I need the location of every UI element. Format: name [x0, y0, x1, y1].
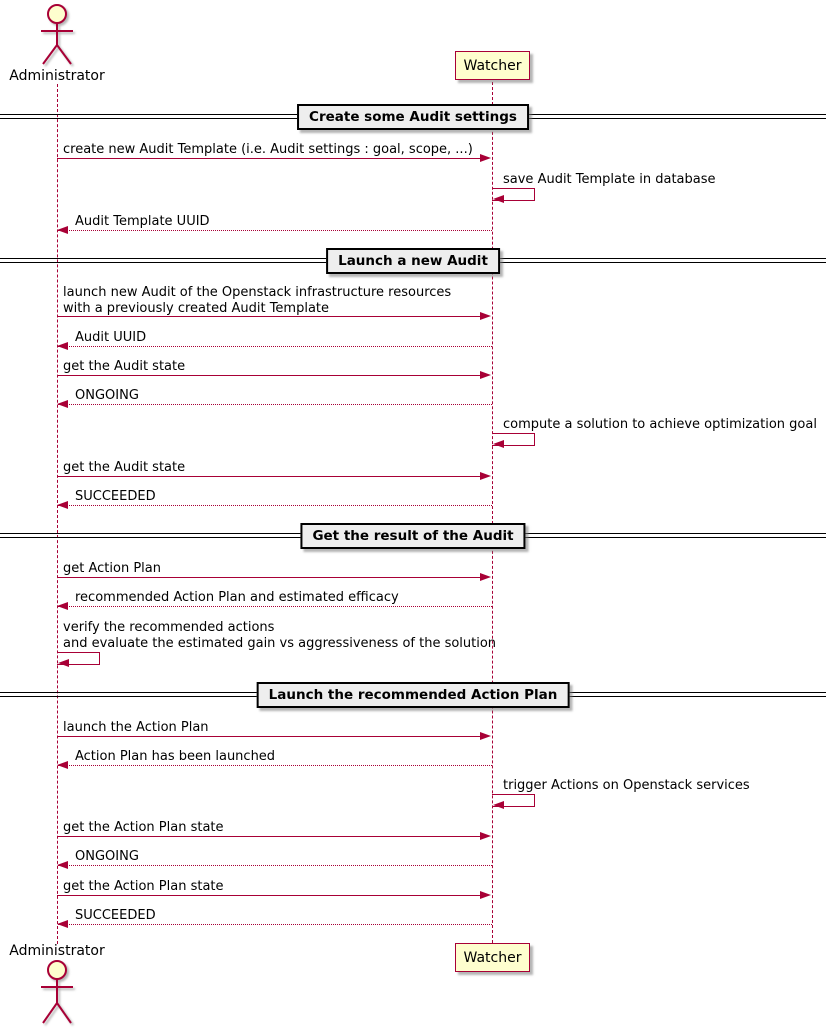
message-line: [57, 375, 482, 376]
self-message-loop: [57, 652, 100, 665]
divider-launch-new-audit: Launch a new Audit: [326, 248, 500, 274]
message-line: [58, 230, 492, 231]
message-label: compute a solution to achieve optimizati…: [503, 417, 817, 432]
participant-watcher-top: Watcher: [455, 51, 530, 80]
message-label: get the Audit state: [63, 359, 186, 374]
administrator-actor-icon: [41, 960, 73, 1024]
message-label: trigger Actions on Openstack services: [503, 778, 750, 793]
message-line: [57, 476, 482, 477]
message-label: get the Action Plan state: [63, 879, 224, 894]
lifeline-watcher: [492, 82, 493, 943]
message-label: Audit Template UUID: [75, 214, 210, 229]
participant-watcher-bottom: Watcher: [455, 943, 530, 972]
message-label: get the Audit state: [63, 460, 186, 475]
message-line: [57, 316, 482, 317]
message-line: [58, 346, 492, 347]
arrowhead-left-icon: [58, 659, 69, 667]
self-message-loop: [492, 188, 535, 201]
message-label: Action Plan has been launched: [75, 749, 276, 764]
arrowhead-left-icon: [57, 920, 68, 928]
divider-create-audit-settings: Create some Audit settings: [297, 104, 529, 130]
message-label: recommended Action Plan and estimated ef…: [75, 590, 399, 605]
self-message-loop: [492, 794, 535, 807]
arrowhead-right-icon: [480, 732, 491, 740]
arrowhead-left-icon: [57, 861, 68, 869]
message-label: create new Audit Template (i.e. Audit se…: [63, 142, 473, 157]
message-line: [57, 577, 482, 578]
message-label: ONGOING: [75, 388, 139, 403]
message-label: Audit UUID: [75, 330, 147, 345]
administrator-label-bottom: Administrator: [9, 943, 105, 959]
message-label: get Action Plan: [63, 561, 161, 576]
arrowhead-left-icon: [493, 440, 504, 448]
arrowhead-left-icon: [493, 195, 504, 203]
arrowhead-left-icon: [57, 400, 68, 408]
administrator-label-top: Administrator: [9, 68, 105, 84]
arrowhead-left-icon: [493, 801, 504, 809]
self-message-loop: [492, 433, 535, 446]
message-label: verify the recommended actions and evalu…: [63, 620, 497, 651]
arrowhead-left-icon: [57, 501, 68, 509]
divider-get-result-of-audit: Get the result of the Audit: [300, 523, 526, 549]
arrowhead-right-icon: [480, 154, 491, 162]
message-line: [58, 924, 492, 925]
arrowhead-left-icon: [57, 761, 68, 769]
message-line: [58, 765, 492, 766]
arrowhead-left-icon: [57, 226, 68, 234]
arrowhead-left-icon: [57, 602, 68, 610]
arrowhead-left-icon: [57, 342, 68, 350]
divider-launch-recommended-action-plan: Launch the recommended Action Plan: [256, 682, 570, 708]
arrowhead-right-icon: [480, 371, 491, 379]
arrowhead-right-icon: [480, 832, 491, 840]
arrowhead-right-icon: [480, 472, 491, 480]
message-label: SUCCEEDED: [75, 489, 156, 504]
message-line: [58, 505, 492, 506]
message-line: [57, 836, 482, 837]
message-label: SUCCEEDED: [75, 908, 156, 923]
arrowhead-right-icon: [480, 312, 491, 320]
message-line: [58, 865, 492, 866]
lifeline-administrator: [57, 84, 58, 944]
message-line: [58, 404, 492, 405]
message-label: launch the Action Plan: [63, 720, 209, 735]
message-label: ONGOING: [75, 849, 139, 864]
message-line: [57, 158, 482, 159]
arrowhead-right-icon: [480, 891, 491, 899]
message-line: [57, 895, 482, 896]
message-line: [57, 736, 482, 737]
administrator-actor-icon: [41, 4, 73, 65]
message-label: get the Action Plan state: [63, 820, 224, 835]
message-label: launch new Audit of the Openstack infras…: [63, 285, 452, 316]
arrowhead-right-icon: [480, 573, 491, 581]
message-line: [58, 606, 492, 607]
message-label: save Audit Template in database: [503, 172, 716, 187]
